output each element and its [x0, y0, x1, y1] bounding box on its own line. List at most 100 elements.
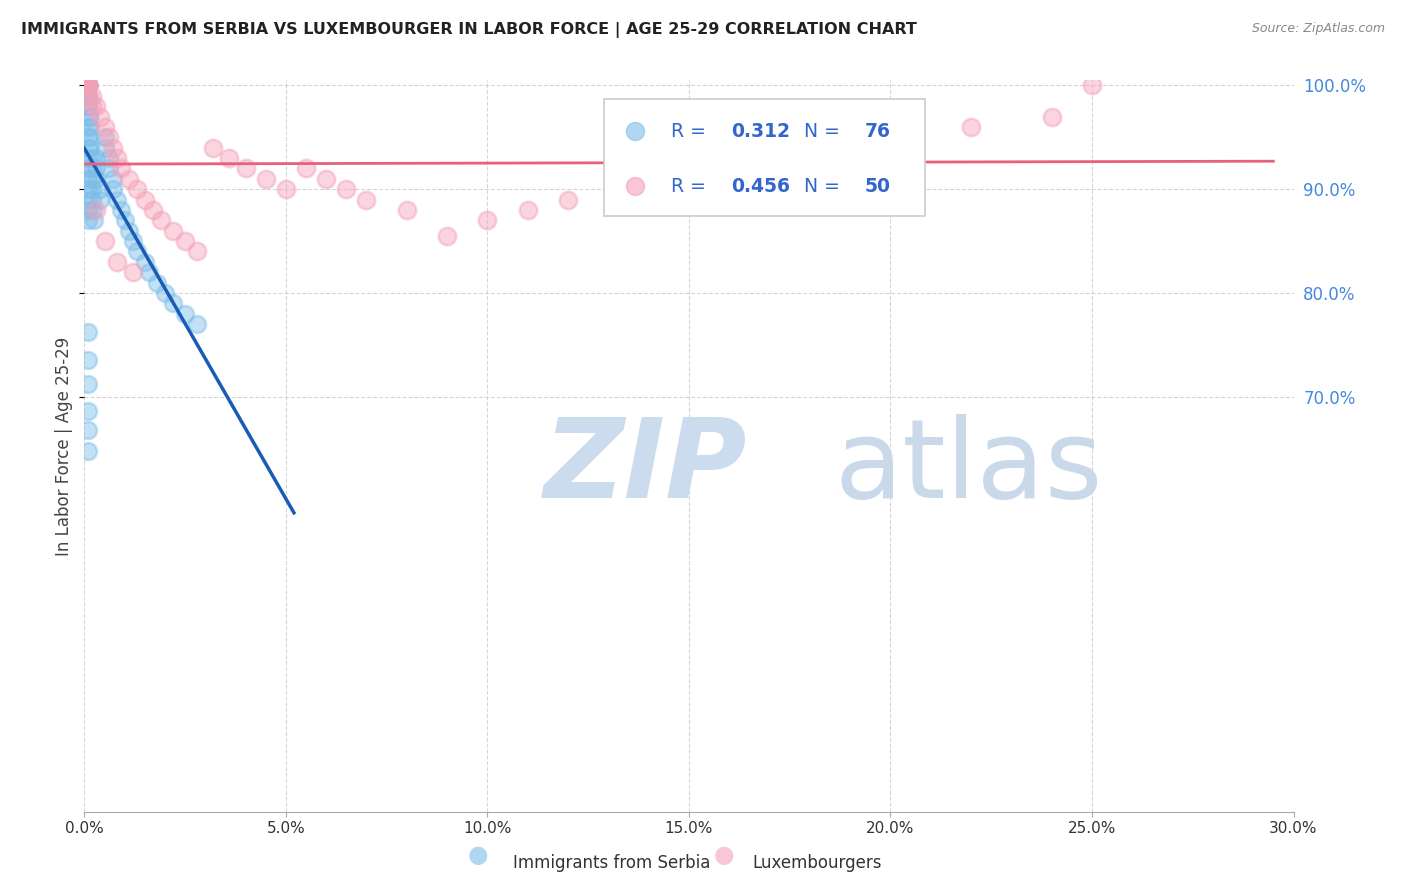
Point — [516, 202, 538, 217]
Point — [77, 99, 100, 113]
Point — [93, 130, 115, 145]
Point — [77, 193, 100, 207]
Point — [637, 182, 659, 196]
Point — [79, 120, 101, 134]
Point — [82, 202, 104, 217]
Point — [718, 151, 741, 165]
Point — [77, 213, 100, 227]
Point — [77, 78, 100, 93]
Point — [356, 193, 378, 207]
Point — [77, 88, 100, 103]
Point — [134, 255, 156, 269]
Point — [315, 171, 337, 186]
Point — [1081, 78, 1104, 93]
Point — [101, 171, 124, 186]
Point — [77, 141, 100, 155]
Point — [77, 99, 100, 113]
Point — [174, 234, 197, 248]
Point — [77, 78, 100, 93]
Point — [77, 353, 100, 368]
Point — [77, 171, 100, 186]
Text: R =: R = — [671, 177, 711, 196]
Point — [83, 213, 105, 227]
Text: ●: ● — [714, 843, 734, 867]
Point — [557, 193, 579, 207]
Point — [77, 110, 100, 124]
Point — [77, 202, 100, 217]
Point — [118, 224, 141, 238]
Point — [75, 78, 97, 93]
Point — [153, 285, 176, 300]
Point — [77, 377, 100, 392]
Point — [77, 78, 100, 93]
Text: 76: 76 — [865, 122, 890, 141]
Text: Source: ZipAtlas.com: Source: ZipAtlas.com — [1251, 22, 1385, 36]
Point — [77, 182, 100, 196]
Text: Luxembourgers: Luxembourgers — [752, 855, 882, 872]
Point — [76, 78, 98, 93]
Point — [82, 99, 104, 113]
Point — [218, 151, 240, 165]
Point — [97, 161, 120, 176]
Point — [77, 88, 100, 103]
Point — [76, 78, 98, 93]
Point — [121, 234, 143, 248]
Point — [105, 255, 128, 269]
Point — [89, 193, 111, 207]
Point — [186, 244, 208, 259]
Point — [79, 130, 101, 145]
Text: ZIP: ZIP — [544, 415, 748, 522]
Point — [879, 130, 901, 145]
Point — [86, 151, 108, 165]
Point — [75, 78, 97, 93]
Point — [75, 78, 97, 93]
Point — [76, 78, 98, 93]
Point — [77, 78, 100, 93]
Point — [80, 171, 103, 186]
Text: N =: N = — [792, 177, 845, 196]
Point — [77, 110, 100, 124]
Text: Immigrants from Serbia: Immigrants from Serbia — [513, 855, 710, 872]
Point — [110, 161, 132, 176]
Point — [79, 141, 101, 155]
Point — [477, 213, 499, 227]
Point — [77, 78, 100, 93]
Text: IMMIGRANTS FROM SERBIA VS LUXEMBOURGER IN LABOR FORCE | AGE 25-29 CORRELATION CH: IMMIGRANTS FROM SERBIA VS LUXEMBOURGER I… — [21, 22, 917, 38]
Point — [235, 161, 257, 176]
Point — [162, 296, 184, 310]
Point — [186, 317, 208, 331]
Point — [82, 193, 104, 207]
Point — [960, 120, 983, 134]
Point — [86, 202, 108, 217]
Text: 0.456: 0.456 — [731, 177, 790, 196]
Point — [77, 161, 100, 176]
Point — [86, 99, 108, 113]
Point — [138, 265, 160, 279]
Point — [101, 182, 124, 196]
Point — [436, 228, 458, 243]
Point — [86, 161, 108, 176]
Text: 50: 50 — [865, 177, 890, 196]
Point — [125, 182, 148, 196]
Point — [142, 202, 165, 217]
Point — [174, 307, 197, 321]
Point — [82, 88, 104, 103]
Point — [274, 182, 297, 196]
Point — [254, 171, 277, 186]
Point — [93, 141, 115, 155]
Point — [97, 151, 120, 165]
Point — [799, 141, 821, 155]
Point — [75, 78, 97, 93]
Point — [101, 141, 124, 155]
Point — [77, 443, 100, 458]
Point — [149, 213, 172, 227]
Point — [202, 141, 225, 155]
Point — [76, 78, 98, 93]
Point — [75, 78, 97, 93]
Point — [77, 78, 100, 93]
Point — [77, 78, 100, 93]
Point — [134, 193, 156, 207]
Point — [77, 120, 100, 134]
Point — [118, 171, 141, 186]
Point — [105, 193, 128, 207]
